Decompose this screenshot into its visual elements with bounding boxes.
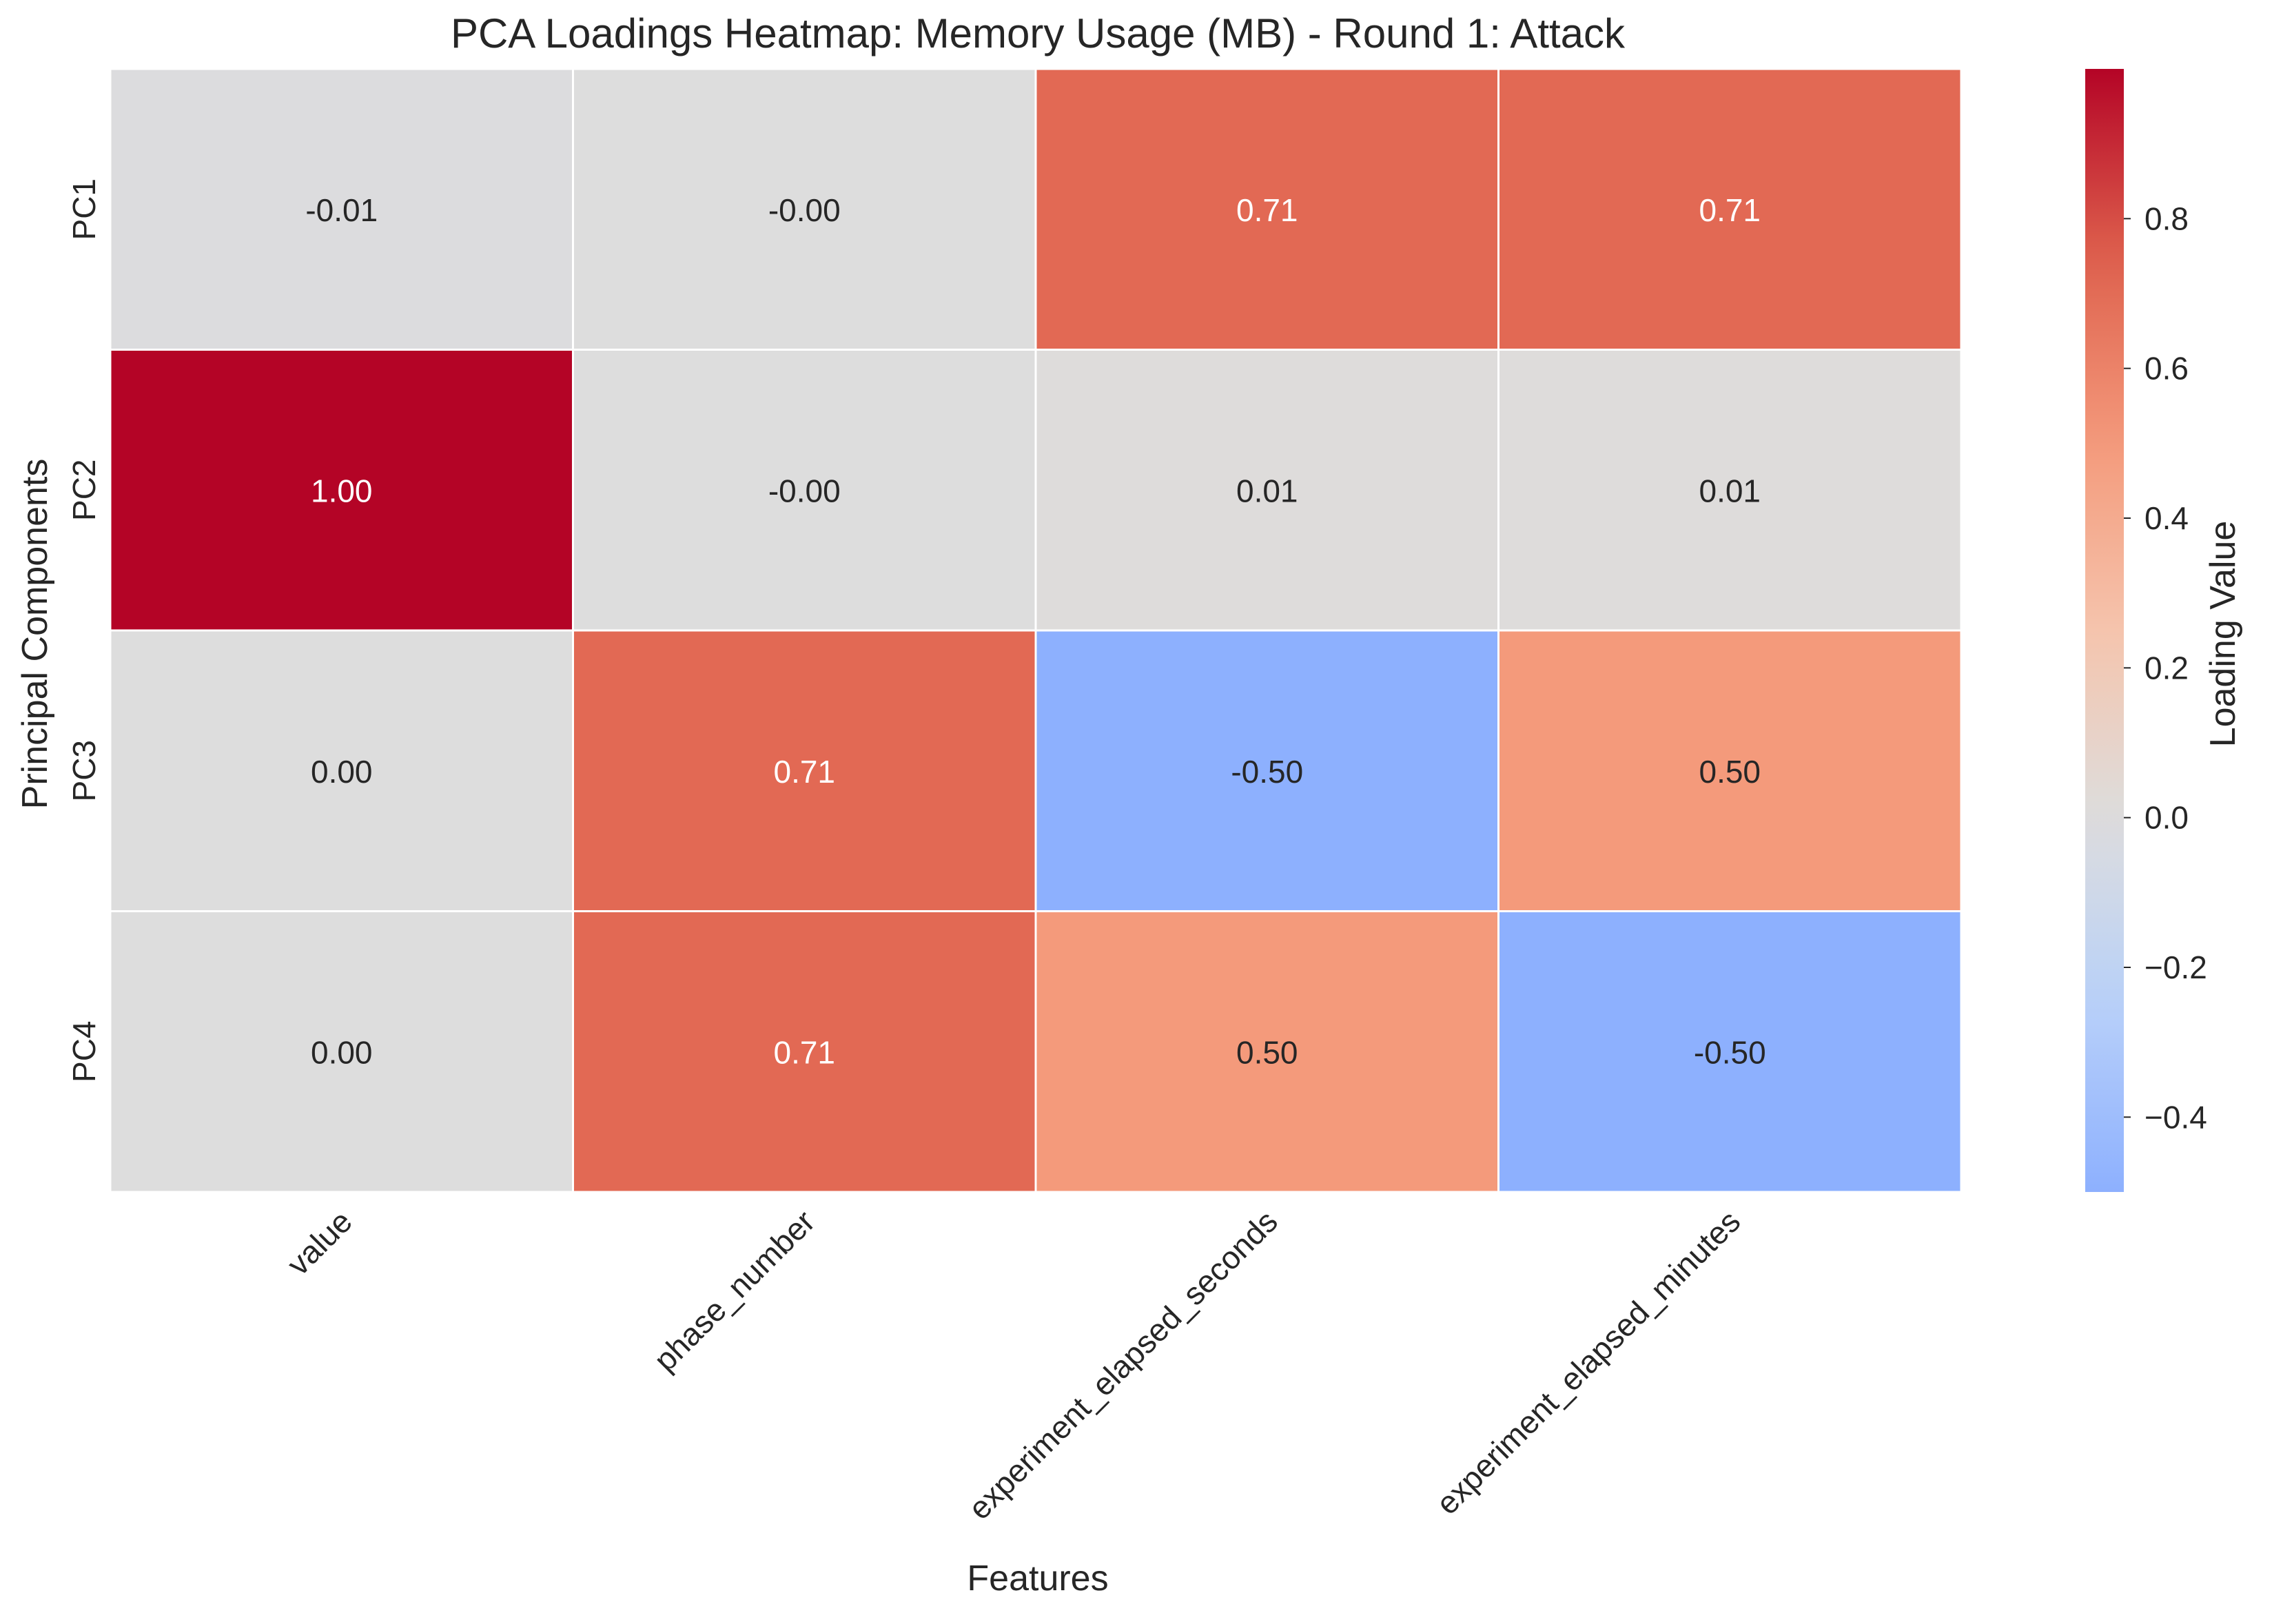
colorbar: −0.4 −0.2 0.0 0.2 0.4 0.6 0.8 [2085, 69, 2207, 1192]
colorbar-label: Loading Value [2203, 521, 2243, 748]
cell-value-label: -0.00 [768, 192, 841, 228]
y-tick-label: PC2 [66, 460, 102, 521]
colorbar-tick-label: 0.6 [2144, 351, 2189, 387]
heatmap-annotations: -0.01 -0.00 0.71 0.71 1.00 -0.00 0.01 0.01 0.00 0… [305, 192, 1765, 1071]
heatmap-cell [1497, 910, 1963, 1193]
colorbar-tick-label: −0.4 [2144, 1099, 2207, 1135]
colorbar-tick-label: 0.0 [2144, 800, 2189, 836]
y-tick-label: PC4 [66, 1021, 102, 1082]
heatmap-cell [1497, 349, 1963, 632]
heatmap-cell [109, 349, 574, 632]
cell-value-label: 0.50 [1236, 1034, 1298, 1070]
x-tick-label: phase_number [647, 1203, 822, 1378]
colorbar-tick-label: 0.4 [2144, 500, 2189, 536]
cell-value-label: -0.50 [1231, 754, 1303, 790]
cell-value-label: 0.01 [1236, 473, 1298, 508]
cell-value-label: 0.50 [1699, 754, 1761, 790]
cell-value-label: 0.71 [773, 754, 835, 790]
heatmap-cell [109, 910, 574, 1193]
colorbar-gradient [2085, 69, 2124, 1192]
colorbar-tick-label: 0.2 [2144, 650, 2189, 686]
cell-value-label: 0.00 [311, 1034, 373, 1070]
colorbar-tick-label: −0.2 [2144, 949, 2207, 985]
heatmap-cell [1497, 68, 1963, 351]
y-tick-label: PC1 [66, 178, 102, 240]
heatmap-cell [572, 68, 1037, 351]
x-tick-label: experiment_elapsed_seconds [961, 1203, 1284, 1526]
y-tick-label: PC3 [66, 740, 102, 801]
cell-value-label: -0.50 [1694, 1034, 1766, 1070]
cell-value-label: 0.71 [1699, 192, 1761, 228]
x-axis-label: Features [967, 1559, 1108, 1599]
heatmap-cell [1034, 68, 1499, 351]
x-axis-ticks: value phase_number experiment_elapsed_seco… [280, 1203, 1747, 1526]
cell-value-label: 0.71 [1236, 192, 1298, 228]
x-tick-label: experiment_elapsed_minutes [1429, 1203, 1748, 1521]
heatmap-cell [1497, 629, 1963, 912]
cell-value-label: 0.00 [311, 754, 373, 790]
cell-value-label: -0.00 [768, 473, 841, 508]
chart-title: PCA Loadings Heatmap: Memory Usage (MB) … [451, 10, 1626, 56]
heatmap-cells [109, 68, 1963, 1193]
y-axis-ticks: PC1 PC2 PC3 PC4 [66, 178, 102, 1082]
heatmap-cell [572, 349, 1037, 632]
heatmap-cell [572, 629, 1037, 912]
y-axis-label: Principal Components [15, 459, 55, 810]
heatmap-cell [1034, 910, 1499, 1193]
cell-value-label: 0.01 [1699, 473, 1761, 508]
cell-value-label: 1.00 [311, 473, 373, 508]
x-tick-label: value [280, 1203, 359, 1282]
colorbar-tick-label: 0.8 [2144, 201, 2189, 236]
heatmap-cell [1034, 349, 1499, 632]
cell-value-label: -0.01 [305, 192, 378, 228]
heatmap-cell [109, 68, 574, 351]
cell-value-label: 0.71 [773, 1034, 835, 1070]
heatmap-cell [572, 910, 1037, 1193]
